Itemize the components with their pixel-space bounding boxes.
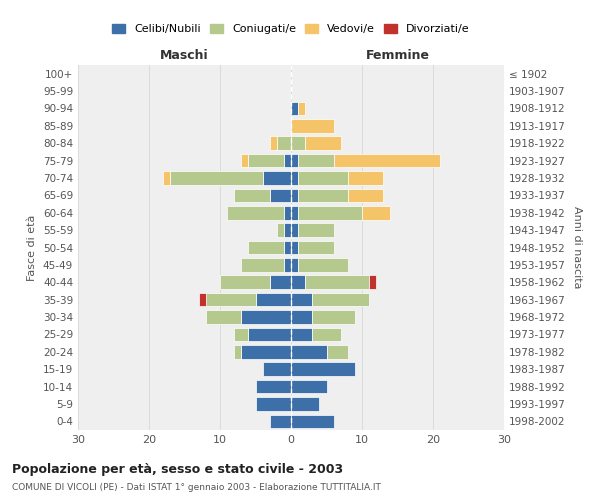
Bar [348, 188, 383, 202]
Bar [199, 293, 206, 306]
Bar [291, 240, 298, 254]
Bar [163, 171, 170, 185]
Bar [291, 188, 298, 202]
Bar [270, 414, 291, 428]
Bar [234, 328, 248, 341]
Bar [298, 206, 362, 220]
Bar [291, 380, 326, 394]
Bar [291, 136, 305, 150]
Bar [369, 276, 376, 289]
Bar [291, 328, 313, 341]
Bar [263, 171, 291, 185]
Bar [291, 258, 298, 272]
Bar [298, 258, 348, 272]
Bar [284, 240, 291, 254]
Bar [298, 240, 334, 254]
Bar [334, 154, 440, 168]
Bar [277, 224, 284, 237]
Bar [291, 362, 355, 376]
Bar [241, 154, 248, 168]
Y-axis label: Anni di nascita: Anni di nascita [572, 206, 582, 289]
Bar [284, 224, 291, 237]
Bar [291, 206, 298, 220]
Bar [326, 345, 348, 358]
Bar [291, 276, 305, 289]
Bar [206, 293, 256, 306]
Bar [313, 293, 369, 306]
Bar [291, 310, 313, 324]
Bar [263, 362, 291, 376]
Bar [291, 102, 298, 115]
Bar [234, 345, 241, 358]
Bar [291, 345, 326, 358]
Legend: Celibi/Nubili, Coniugati/e, Vedovi/e, Divorziati/e: Celibi/Nubili, Coniugati/e, Vedovi/e, Di… [108, 20, 474, 39]
Bar [291, 171, 298, 185]
Bar [256, 397, 291, 410]
Bar [234, 188, 270, 202]
Bar [348, 171, 383, 185]
Bar [284, 258, 291, 272]
Bar [291, 414, 334, 428]
Text: Femmine: Femmine [365, 48, 430, 62]
Bar [291, 293, 313, 306]
Bar [291, 224, 298, 237]
Bar [284, 154, 291, 168]
Text: Maschi: Maschi [160, 48, 209, 62]
Bar [298, 188, 348, 202]
Bar [313, 310, 355, 324]
Bar [170, 171, 263, 185]
Y-axis label: Fasce di età: Fasce di età [28, 214, 37, 280]
Bar [227, 206, 284, 220]
Bar [298, 171, 348, 185]
Bar [241, 258, 284, 272]
Bar [270, 276, 291, 289]
Bar [206, 310, 241, 324]
Bar [305, 276, 369, 289]
Bar [248, 154, 284, 168]
Bar [220, 276, 270, 289]
Bar [291, 154, 298, 168]
Bar [277, 136, 291, 150]
Text: Popolazione per età, sesso e stato civile - 2003: Popolazione per età, sesso e stato civil… [12, 462, 343, 475]
Bar [241, 345, 291, 358]
Bar [298, 102, 305, 115]
Bar [313, 328, 341, 341]
Bar [362, 206, 391, 220]
Bar [248, 240, 284, 254]
Bar [256, 380, 291, 394]
Bar [270, 188, 291, 202]
Bar [291, 119, 334, 132]
Bar [305, 136, 341, 150]
Bar [248, 328, 291, 341]
Bar [298, 224, 334, 237]
Text: COMUNE DI VICOLI (PE) - Dati ISTAT 1° gennaio 2003 - Elaborazione TUTTITALIA.IT: COMUNE DI VICOLI (PE) - Dati ISTAT 1° ge… [12, 484, 381, 492]
Bar [270, 136, 277, 150]
Bar [284, 206, 291, 220]
Bar [298, 154, 334, 168]
Bar [241, 310, 291, 324]
Bar [256, 293, 291, 306]
Bar [291, 397, 319, 410]
